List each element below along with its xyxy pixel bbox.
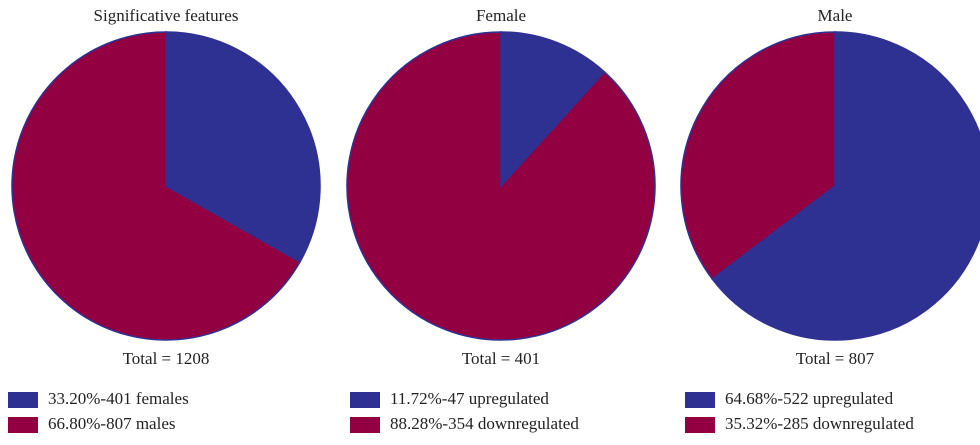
- pie-slice: [500, 31, 606, 188]
- total-label: Total = 401: [462, 349, 540, 368]
- legend-swatch: [350, 417, 380, 433]
- legend-label: 64.68%-522 upregulated: [725, 389, 894, 408]
- legend-label: 33.20%-401 females: [48, 389, 189, 408]
- legend-swatch: [8, 417, 38, 433]
- legend-label: 11.72%-47 upregulated: [390, 389, 549, 408]
- pie-slice: [346, 31, 656, 341]
- chart-title: Male: [818, 6, 853, 25]
- legend-label: 88.28%-354 downregulated: [390, 414, 579, 433]
- legend-label: 35.32%-285 downregulated: [725, 414, 914, 433]
- legend-swatch: [8, 392, 38, 408]
- pie-slice: [11, 31, 302, 341]
- legend-label: 66.80%-807 males: [48, 414, 175, 433]
- pie-slice: [680, 31, 836, 281]
- chart-title: Significative features: [94, 6, 239, 25]
- pie-slice: [165, 31, 321, 263]
- legend-swatch: [350, 392, 380, 408]
- chart-title: Female: [476, 6, 526, 25]
- legend-swatch: [685, 417, 715, 433]
- pie-slice: [711, 31, 980, 341]
- legend-swatch: [685, 392, 715, 408]
- total-label: Total = 807: [796, 349, 875, 368]
- total-label: Total = 1208: [123, 349, 210, 368]
